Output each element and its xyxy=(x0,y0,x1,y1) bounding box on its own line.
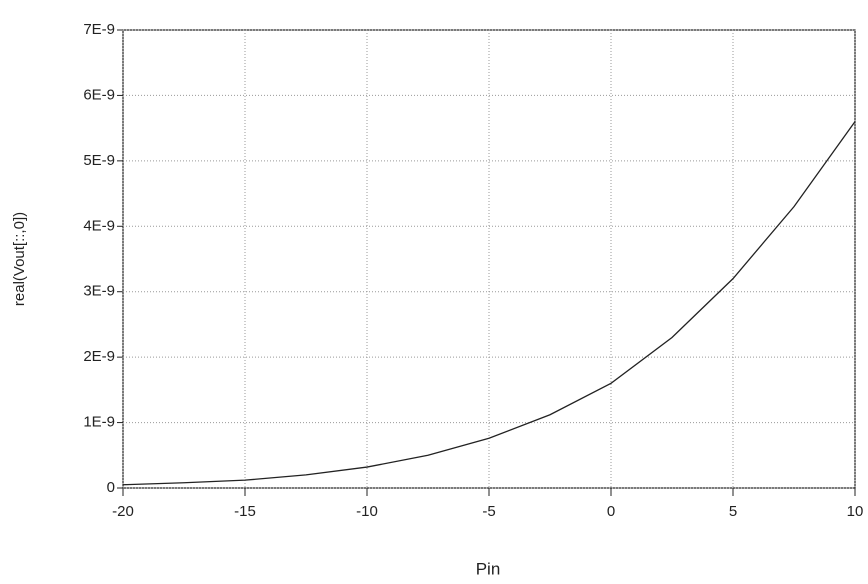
x-tick-label: -10 xyxy=(356,503,378,520)
y-tick-label: 7E-9 xyxy=(83,21,115,38)
y-tick-label: 1E-9 xyxy=(83,414,115,431)
x-tick-label: -20 xyxy=(112,503,134,520)
y-tick-label: 5E-9 xyxy=(83,152,115,169)
x-tick-label: -5 xyxy=(482,503,495,520)
y-tick-label: 6E-9 xyxy=(83,86,115,103)
y-tick-label: 0 xyxy=(107,479,115,496)
x-tick-label: 0 xyxy=(607,503,615,520)
x-tick-label: 10 xyxy=(847,503,864,520)
y-tick-label: 3E-9 xyxy=(83,283,115,300)
y-tick-label: 4E-9 xyxy=(83,217,115,234)
x-axis-label: Pin xyxy=(476,559,501,578)
x-tick-label: -15 xyxy=(234,503,256,520)
line-series xyxy=(122,121,856,486)
y-axis-label: real(Vout[::,0]) xyxy=(11,212,28,306)
x-tick-label: 5 xyxy=(729,503,737,520)
y-tick-label: 2E-9 xyxy=(83,348,115,365)
